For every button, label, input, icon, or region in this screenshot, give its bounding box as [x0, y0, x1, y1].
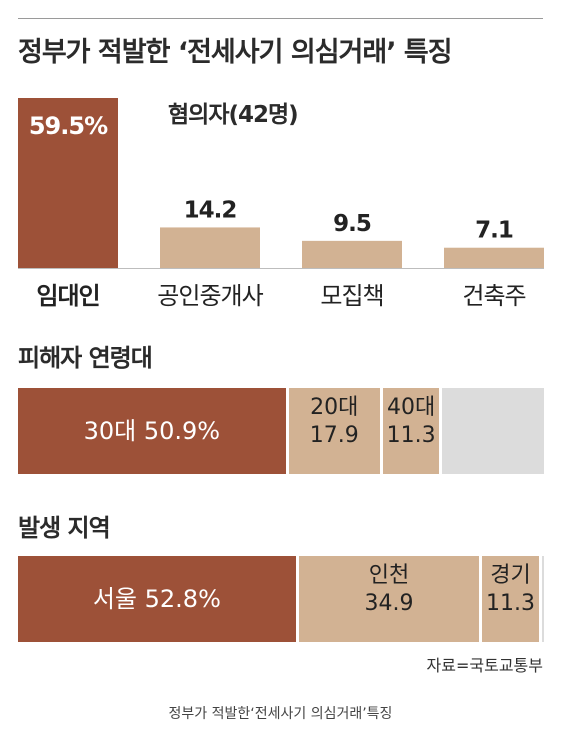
category-label: 임대인 [36, 282, 99, 310]
age-segment-3: 40대 11.3 [382, 388, 440, 474]
region-stacked-bar: 서울 52.8% 인천 34.9 경기 11.3 [18, 556, 544, 642]
region-section-title: 발생 지역 [18, 514, 111, 542]
age-stacked-bar: 30대 50.9% 20대 17.9 40대 11.3 [18, 388, 544, 474]
region-segment-4 [541, 556, 544, 642]
bar-value-label: 7.1 [475, 218, 513, 244]
bar-4 [444, 247, 544, 268]
bar-2 [160, 227, 260, 268]
age-section-title: 피해자 연령대 [18, 344, 153, 372]
segment-value: 17.9 [309, 422, 359, 448]
bar-1 [18, 98, 118, 268]
region-segment-2: 인천 34.9 [298, 556, 480, 642]
segment-label: 20대 [310, 395, 359, 420]
age-segment-4 [442, 388, 544, 474]
figure-caption: 정부가 적발한‘전세사기 의심거래’특징 [168, 706, 393, 722]
region-segment-1: 서울 52.8% [18, 556, 296, 642]
segment-label: 40대 [386, 395, 436, 420]
bar-value-label: 59.5% [29, 112, 108, 140]
region-segment-3: 경기 11.3 [482, 556, 539, 642]
segment-value: 11.3 [486, 590, 535, 616]
infographic-title: 정부가 적발한 ‘전세사기 의심거래’ 특징 [18, 37, 453, 68]
bar-3 [302, 240, 402, 268]
category-label: 건축주 [462, 282, 525, 310]
age-segment-2: 20대 17.9 [288, 388, 380, 474]
chart-subtitle: 혐의자(42명) [168, 102, 298, 128]
age-segment-1: 30대 50.9% [18, 388, 286, 474]
segment-label: 30대 50.9% [83, 417, 221, 445]
segment-label: 서울 52.8% [92, 585, 221, 613]
infographic-panel: 정부가 적발한 ‘전세사기 의심거래’ 특징 혐의자(42명) 59.5% 임대인 1… [18, 18, 544, 675]
segment-value: 11.3 [386, 422, 436, 448]
segment-value: 34.9 [364, 590, 414, 616]
source-note: 자료=국토교통부 [426, 656, 543, 675]
bar-value-label: 9.5 [333, 211, 371, 237]
bar-value-label: 14.2 [184, 197, 237, 223]
top-rule [18, 18, 543, 19]
segment-label: 경기 [490, 563, 531, 588]
category-label: 모집책 [320, 282, 383, 310]
category-label: 공인중개사 [157, 282, 263, 310]
segment-label: 인천 [368, 563, 410, 588]
suspects-bar-chart: 혐의자(42명) 59.5% 임대인 14.2 공인중개사 9.5 모집책 7.1 건축주 [18, 98, 544, 310]
